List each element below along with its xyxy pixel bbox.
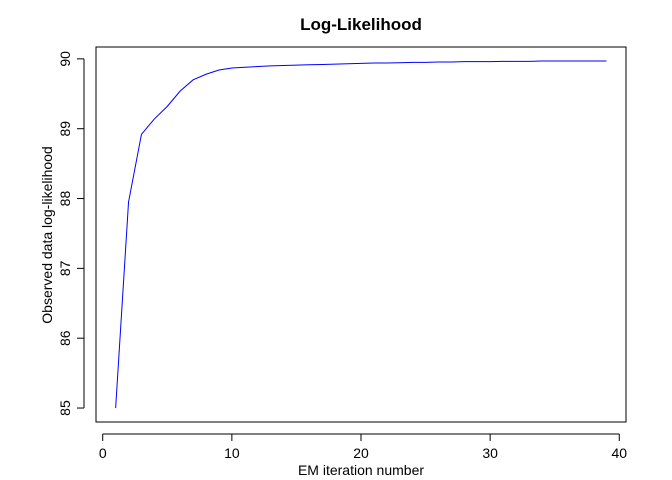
x-tick-label: 0 [99,445,107,461]
plot-frame [95,46,627,423]
y-tick-label: 85 [57,400,73,416]
y-axis-label: Observed data log-likelihood [39,146,55,323]
x-tick-label: 20 [353,445,369,461]
x-tick-label: 10 [224,445,240,461]
y-tick-label: 89 [57,121,73,137]
x-tick-label: 30 [482,445,498,461]
x-axis-label: EM iteration number [298,462,424,478]
y-tick-label: 90 [57,51,73,67]
x-tick-label: 40 [611,445,627,461]
y-tick-label: 86 [57,330,73,346]
data-line [115,60,607,409]
y-tick-label: 88 [57,191,73,207]
y-tick-label: 87 [57,260,73,276]
chart-title: Log-Likelihood [300,15,422,34]
